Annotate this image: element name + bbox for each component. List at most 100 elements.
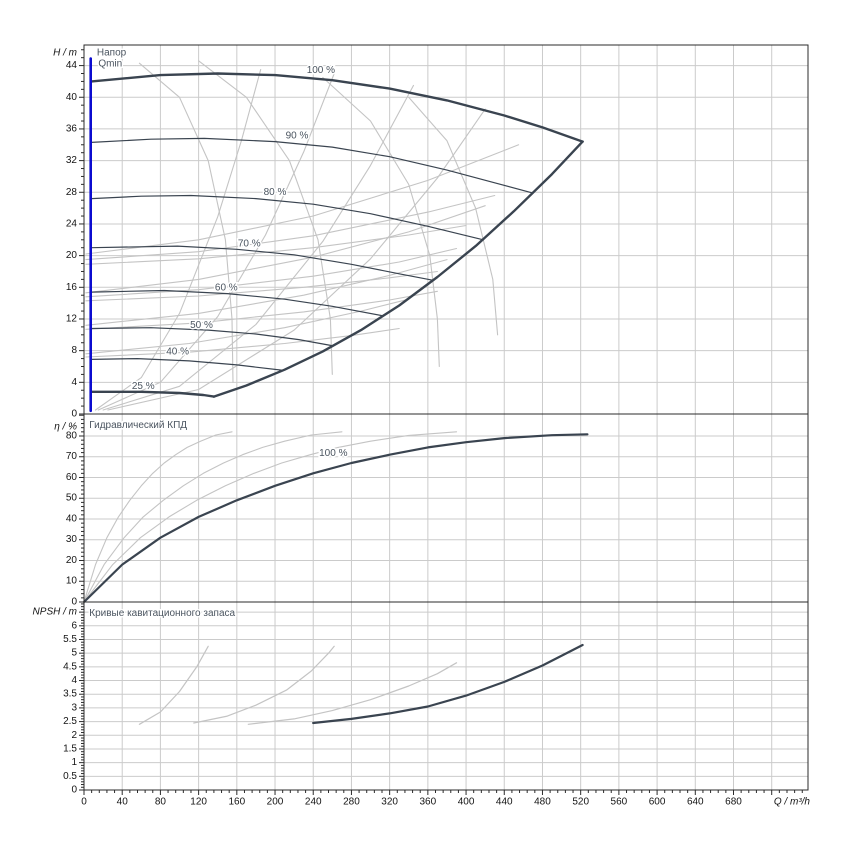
curve-iso-fan-1c bbox=[85, 224, 467, 265]
y-tick-label-npsh: 1 bbox=[71, 757, 77, 768]
y-tick-label-npsh: 2.5 bbox=[63, 716, 77, 727]
curve-label: 60 % bbox=[215, 283, 238, 294]
curve-iso-fan-1a bbox=[85, 144, 520, 255]
curve-speed-40 bbox=[91, 358, 285, 371]
curve-iso-rise-2 bbox=[97, 72, 335, 411]
curve-npsh-gray-1 bbox=[138, 645, 209, 725]
grid-lines bbox=[84, 45, 808, 790]
curve-iso-fan-4b bbox=[85, 327, 400, 358]
y-tick-label-efficiency: 0 bbox=[71, 597, 77, 608]
curve-label: 100 % bbox=[319, 448, 347, 459]
curve-label: 90 % bbox=[286, 131, 309, 142]
x-tick-label: 0 bbox=[81, 797, 87, 808]
y-tick-label-head: 32 bbox=[66, 155, 78, 166]
panel-head-series bbox=[85, 57, 584, 413]
y-axis-unit-npsh: NPSH / m bbox=[33, 607, 77, 618]
panel-efficiency-series bbox=[82, 431, 589, 604]
y-tick-label-npsh: 3 bbox=[71, 702, 77, 713]
curve-label: 50 % bbox=[190, 320, 213, 331]
y-tick-label-head: 4 bbox=[71, 377, 77, 388]
y-tick-label-head: 44 bbox=[66, 60, 78, 71]
curve-iso-fan-2b bbox=[85, 247, 458, 298]
x-tick-label: 680 bbox=[725, 797, 742, 808]
y-axis-unit-efficiency: η / % bbox=[54, 422, 77, 433]
x-tick-label: 200 bbox=[267, 797, 284, 808]
curve-efficiency-gray-3 bbox=[83, 431, 458, 603]
x-tick-label: 160 bbox=[228, 797, 245, 808]
curve-speed-80 bbox=[91, 194, 484, 241]
x-axis-unit: Q / m³/h bbox=[774, 797, 811, 808]
curve-npsh-gray-2 bbox=[193, 645, 335, 724]
curve-label: 70 % bbox=[238, 238, 261, 249]
x-tick-label: 120 bbox=[190, 797, 207, 808]
y-ticks-head bbox=[79, 49, 84, 415]
y-tick-label-head: 40 bbox=[66, 92, 78, 103]
curve-speed-60 bbox=[91, 289, 384, 317]
curve-npsh-100 bbox=[312, 643, 584, 725]
y-tick-label-npsh: 1.5 bbox=[63, 743, 77, 754]
curve-npsh-gray-3 bbox=[247, 662, 458, 725]
axes-borders bbox=[83, 44, 809, 791]
curve-iso-drop-4 bbox=[408, 96, 499, 336]
y-tick-label-head: 24 bbox=[66, 218, 78, 229]
x-tick-label: 360 bbox=[420, 797, 437, 808]
y-tick-label-efficiency: 40 bbox=[66, 513, 78, 524]
y-tick-label-head: 36 bbox=[66, 123, 78, 134]
x-tick-label: 320 bbox=[381, 797, 398, 808]
x-tick-label: 640 bbox=[687, 797, 704, 808]
x-tick-label: 280 bbox=[343, 797, 360, 808]
curve-efficiency-100 bbox=[82, 433, 589, 604]
x-tick-label: 80 bbox=[155, 797, 167, 808]
curve-iso-drop-2 bbox=[198, 60, 333, 375]
curve-label: 80 % bbox=[264, 187, 287, 198]
y-tick-label-npsh: 5 bbox=[71, 648, 77, 659]
panel-title-head: Qmin bbox=[98, 59, 122, 70]
y-tick-label-npsh: 4.5 bbox=[63, 661, 77, 672]
y-tick-label-head: 12 bbox=[66, 313, 78, 324]
curve-speed-50 bbox=[91, 327, 334, 347]
curve-efficiency-gray-2 bbox=[83, 431, 343, 603]
curve-speed-25 bbox=[90, 390, 216, 398]
x-tick-label: 400 bbox=[458, 797, 475, 808]
x-tick-label: 600 bbox=[649, 797, 666, 808]
x-tick-label: 520 bbox=[572, 797, 589, 808]
curve-iso-fan-2c bbox=[85, 270, 438, 302]
y-tick-label-efficiency: 70 bbox=[66, 451, 78, 462]
x-tick-label: 480 bbox=[534, 797, 551, 808]
y-tick-label-efficiency: 20 bbox=[66, 555, 78, 566]
y-tick-label-npsh: 0 bbox=[71, 785, 77, 796]
y-tick-label-efficiency: 10 bbox=[66, 576, 78, 587]
curve-iso-fan-3a bbox=[85, 259, 448, 326]
curve-iso-fan-1b bbox=[85, 194, 496, 261]
y-tick-label-efficiency: 30 bbox=[66, 534, 78, 545]
panel-title-npsh: Кривые кавитационного запаса bbox=[89, 608, 235, 619]
y-tick-label-npsh: 2 bbox=[71, 730, 77, 741]
curve-iso-fan-3b bbox=[85, 290, 438, 330]
x-tick-label: 40 bbox=[117, 797, 129, 808]
y-tick-label-efficiency: 80 bbox=[66, 430, 78, 441]
panel-title-head: Напор bbox=[97, 47, 127, 58]
y-tick-label-head: 28 bbox=[66, 187, 78, 198]
y-axis-unit-head: H / m bbox=[53, 48, 77, 59]
y-tick-label-npsh: 6 bbox=[71, 620, 77, 631]
y-ticks-npsh bbox=[79, 603, 84, 791]
y-tick-label-efficiency: 50 bbox=[66, 493, 78, 504]
panel-npsh-series bbox=[138, 643, 584, 725]
curve-iso-fan-2a bbox=[85, 205, 486, 294]
curve-iso-rise-3 bbox=[102, 84, 415, 411]
x-ticks bbox=[83, 790, 803, 795]
y-tick-label-head: 20 bbox=[66, 250, 78, 261]
y-tick-label-npsh: 3.5 bbox=[63, 689, 77, 700]
y-tick-label-efficiency: 60 bbox=[66, 472, 78, 483]
curve-label: 100 % bbox=[307, 65, 335, 76]
curve-envelope-right bbox=[212, 140, 584, 398]
curve-efficiency-gray-1 bbox=[83, 431, 233, 603]
curve-speed-100 bbox=[90, 72, 584, 143]
y-tick-label-npsh: 5.5 bbox=[63, 634, 77, 645]
x-tick-label: 440 bbox=[496, 797, 513, 808]
curve-speed-90 bbox=[91, 137, 534, 194]
y-tick-label-npsh: 0.5 bbox=[63, 771, 77, 782]
panel-title-efficiency: Гидравлический КПД bbox=[89, 420, 187, 431]
curve-iso-drop-1 bbox=[138, 62, 234, 383]
